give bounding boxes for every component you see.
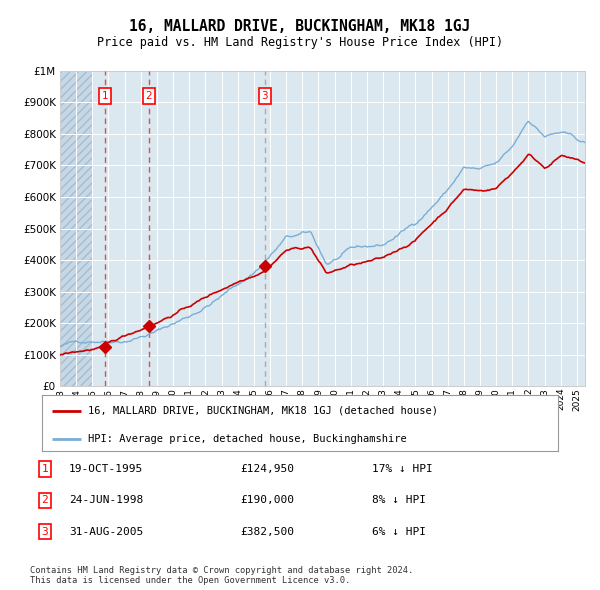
Text: 17% ↓ HPI: 17% ↓ HPI bbox=[372, 464, 433, 474]
Text: 8% ↓ HPI: 8% ↓ HPI bbox=[372, 496, 426, 505]
Text: 1: 1 bbox=[102, 91, 109, 101]
Text: 31-AUG-2005: 31-AUG-2005 bbox=[69, 527, 143, 536]
Text: 1: 1 bbox=[41, 464, 49, 474]
Text: £190,000: £190,000 bbox=[240, 496, 294, 505]
Text: 3: 3 bbox=[262, 91, 268, 101]
Text: 3: 3 bbox=[41, 527, 49, 536]
Text: Contains HM Land Registry data © Crown copyright and database right 2024.
This d: Contains HM Land Registry data © Crown c… bbox=[30, 566, 413, 585]
Text: £382,500: £382,500 bbox=[240, 527, 294, 536]
Text: Price paid vs. HM Land Registry's House Price Index (HPI): Price paid vs. HM Land Registry's House … bbox=[97, 36, 503, 49]
Text: HPI: Average price, detached house, Buckinghamshire: HPI: Average price, detached house, Buck… bbox=[88, 434, 407, 444]
Text: 2: 2 bbox=[41, 496, 49, 505]
Text: 16, MALLARD DRIVE, BUCKINGHAM, MK18 1GJ (detached house): 16, MALLARD DRIVE, BUCKINGHAM, MK18 1GJ … bbox=[88, 406, 439, 416]
Text: 2: 2 bbox=[146, 91, 152, 101]
Text: £124,950: £124,950 bbox=[240, 464, 294, 474]
Text: 16, MALLARD DRIVE, BUCKINGHAM, MK18 1GJ: 16, MALLARD DRIVE, BUCKINGHAM, MK18 1GJ bbox=[130, 19, 470, 34]
Text: 19-OCT-1995: 19-OCT-1995 bbox=[69, 464, 143, 474]
Polygon shape bbox=[60, 71, 92, 386]
Text: 24-JUN-1998: 24-JUN-1998 bbox=[69, 496, 143, 505]
Text: 6% ↓ HPI: 6% ↓ HPI bbox=[372, 527, 426, 536]
